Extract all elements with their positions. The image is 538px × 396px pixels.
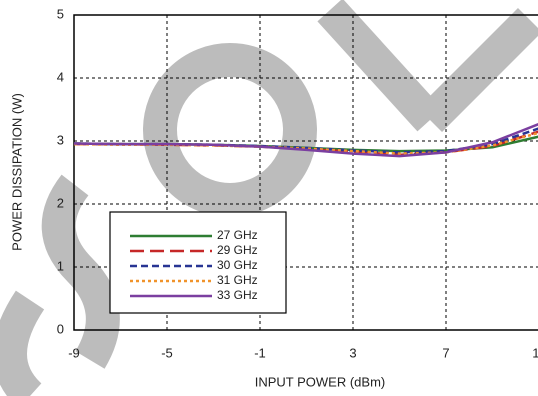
legend-label: 27 GHz (217, 228, 258, 242)
legend-label: 29 GHz (217, 243, 258, 257)
legend-label: 31 GHz (217, 273, 258, 287)
x-tick-label: 11 (532, 345, 538, 360)
plot-area (73, 14, 538, 331)
y-tick-label: 2 (57, 195, 64, 210)
x-tick-label: -5 (161, 345, 173, 360)
x-tick-label: 3 (349, 345, 356, 360)
y-tick-label: 5 (57, 6, 64, 21)
x-axis-label: INPUT POWER (dBm) (255, 374, 386, 389)
y-axis-label: POWER DISSIPATION (W) (9, 93, 24, 251)
legend-box (109, 211, 287, 314)
x-tick-label: 7 (442, 345, 449, 360)
legend-label: 33 GHz (217, 288, 258, 302)
y-tick-label: 1 (57, 258, 64, 273)
x-tick-label: -9 (68, 345, 80, 360)
legend-label: 30 GHz (217, 258, 258, 272)
x-tick-label: -1 (254, 345, 266, 360)
series-line (73, 123, 538, 158)
y-tick-label: 4 (57, 69, 64, 84)
y-tick-label: 3 (57, 132, 64, 147)
y-tick-label: 0 (57, 321, 64, 336)
